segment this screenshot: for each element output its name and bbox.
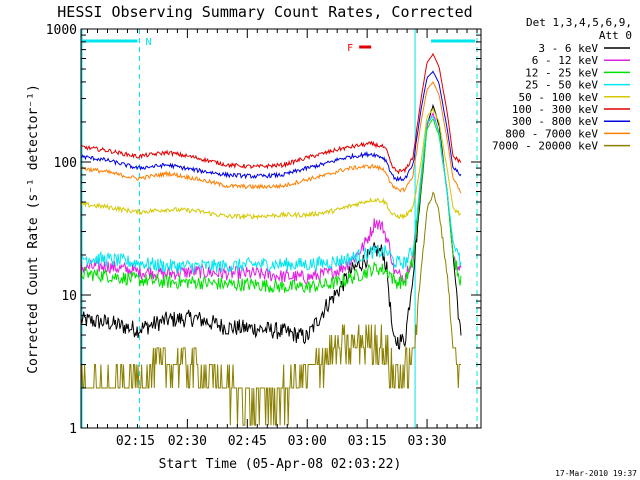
legend-entry-label: 800 - 7000 keV xyxy=(505,127,598,140)
legend-entry-label: 25 - 50 keV xyxy=(525,79,598,92)
legend-entry-label: 50 - 100 keV xyxy=(519,91,599,104)
legend-header-line-2: Att 0 xyxy=(599,29,632,42)
y-tick-label: 1000 xyxy=(46,23,77,38)
series-line-4 xyxy=(81,116,462,275)
y-axis: 1 10 100 1000 xyxy=(46,23,481,437)
legend-entry-label: 300 - 800 keV xyxy=(512,115,598,128)
y-tick-label: 1 xyxy=(69,422,77,437)
series-line-8 xyxy=(81,80,462,194)
series-line-5 xyxy=(81,107,462,221)
legend-entry-label: 7000 - 20000 keV xyxy=(492,140,598,153)
x-axis-label: Start Time (05-Apr-08 02:03:22) xyxy=(159,457,402,472)
x-axis: 02:15 02:30 02:45 03:00 03:15 03:30 xyxy=(87,29,478,449)
x-tick-label: 02:30 xyxy=(168,434,207,449)
series-line-1 xyxy=(81,103,462,350)
legend-entry-label: 12 - 25 keV xyxy=(525,66,598,79)
chart-title: HESSI Observing Summary Count Rates, Cor… xyxy=(57,3,472,21)
legend-entry-label: 3 - 6 keV xyxy=(538,42,598,55)
plot-border xyxy=(80,28,482,429)
x-tick-label: 03:00 xyxy=(288,434,327,449)
flare-flag-label: F xyxy=(347,43,353,54)
plot-frame xyxy=(80,28,482,429)
y-tick-label: 100 xyxy=(54,156,77,171)
flag-layer: NF xyxy=(81,29,478,428)
legend-entry-label: 6 - 12 keV xyxy=(532,54,599,67)
legend-entry-label: 100 - 300 keV xyxy=(512,103,598,116)
series-line-7 xyxy=(81,70,462,183)
x-tick-label: 03:15 xyxy=(348,434,387,449)
y-tick-label: 10 xyxy=(61,289,77,304)
x-tick-label: 02:45 xyxy=(228,434,267,449)
series-line-2 xyxy=(81,111,462,285)
legend-header-line-1: Det 1,3,4,5,6,9, xyxy=(526,16,632,29)
generation-timestamp: 17-Mar-2010 19:37 xyxy=(555,469,637,478)
series-layer xyxy=(81,52,462,426)
x-tick-label: 02:15 xyxy=(116,434,155,449)
series-line-9 xyxy=(81,191,461,426)
series-line-3 xyxy=(81,118,462,294)
series-line-6 xyxy=(81,52,462,175)
x-tick-label: 03:30 xyxy=(407,434,446,449)
night-flag-label: N xyxy=(145,37,151,48)
y-axis-label: Corrected Count Rate (s⁻¹ detector⁻¹) xyxy=(26,84,41,374)
